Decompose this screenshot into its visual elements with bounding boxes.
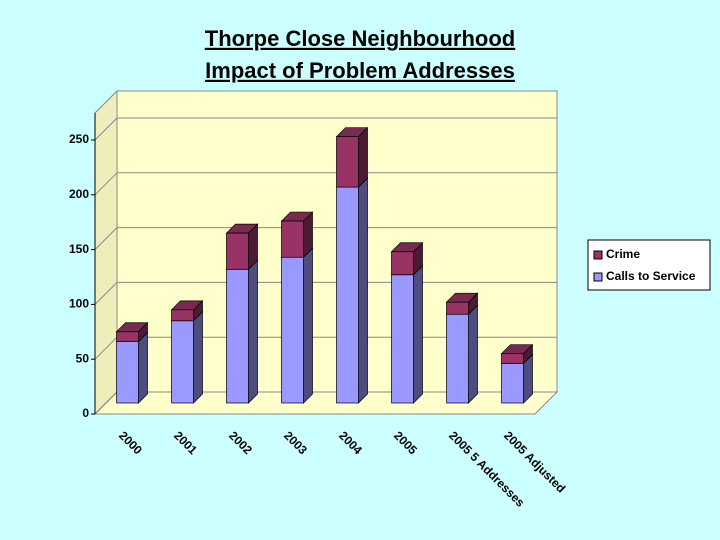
bar	[336, 136, 359, 188]
y-tick-label: 250	[69, 132, 89, 146]
bar	[171, 320, 194, 404]
bar	[171, 309, 194, 322]
legend-box	[587, 239, 711, 291]
grid-line	[94, 391, 118, 415]
legend-label: Calls to Service	[606, 269, 696, 283]
grid-line	[94, 282, 118, 305]
grid-line	[94, 117, 118, 141]
bar	[281, 256, 304, 404]
bar-side	[358, 177, 368, 404]
legend-label: Crime	[606, 247, 640, 261]
y-tick-label: 100	[69, 297, 89, 311]
bar-side	[358, 126, 368, 188]
y-tick-label: 0	[82, 406, 89, 420]
grid-line	[94, 336, 118, 360]
bar	[226, 268, 249, 404]
side-wall	[94, 89, 118, 416]
y-tick-label: 200	[69, 187, 89, 201]
bar-side	[193, 310, 203, 404]
bar	[391, 251, 414, 276]
bar	[226, 232, 249, 270]
grid-line	[94, 227, 118, 250]
bar	[501, 353, 524, 364]
bar	[116, 341, 139, 404]
floor	[93, 391, 559, 415]
bar-side	[303, 247, 313, 404]
legend-swatch	[593, 272, 603, 282]
y-tick-label: 50	[76, 351, 90, 365]
bar	[501, 363, 524, 404]
bar-side	[248, 259, 258, 404]
bar	[281, 220, 304, 258]
y-tick-label: 150	[69, 242, 89, 256]
bar	[116, 331, 139, 342]
bar	[336, 186, 359, 404]
bar-side	[413, 264, 423, 404]
bar	[391, 274, 414, 404]
chart-subtitle: Impact of Problem Addresses	[205, 58, 515, 83]
chart-title: Thorpe Close Neighbourhood	[205, 26, 515, 51]
grid-line	[94, 172, 118, 196]
bar-side	[138, 331, 148, 404]
bar-side	[468, 304, 478, 404]
bar	[446, 301, 469, 315]
legend-swatch	[593, 250, 603, 260]
bar	[446, 313, 469, 404]
